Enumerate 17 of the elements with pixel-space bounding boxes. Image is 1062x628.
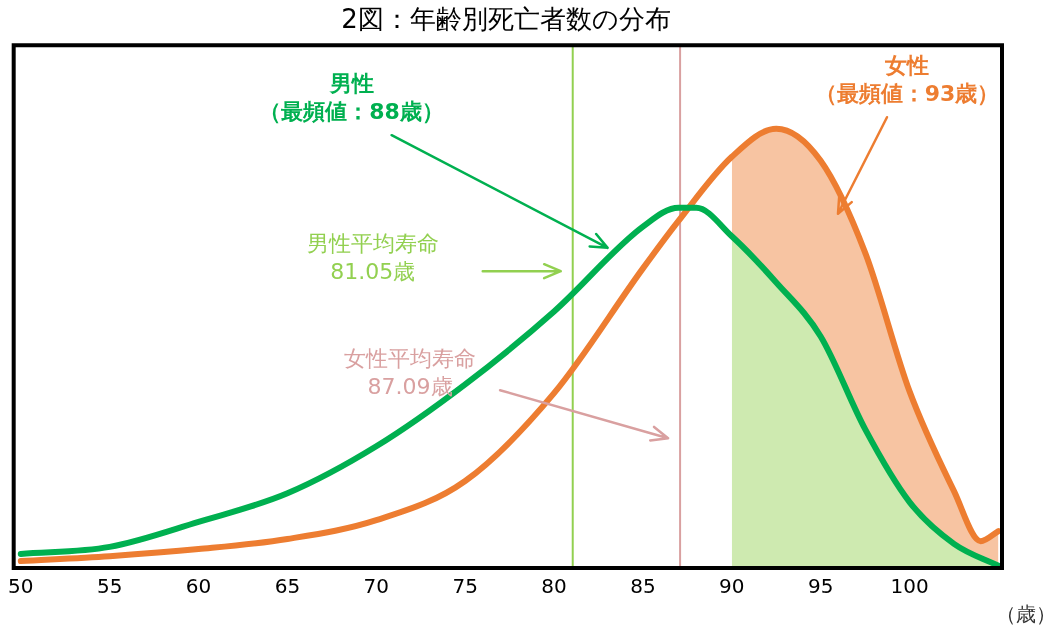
x-axis-title: （歳） bbox=[996, 602, 1056, 627]
x-tick-label: 65 bbox=[274, 574, 301, 599]
text: 男性（最頻値：88歳） bbox=[259, 70, 444, 124]
ref-line-label: 女性平均寿命 87.09歳 bbox=[344, 345, 477, 399]
chart-title: 2図：年齢別死亡者数の分布 bbox=[341, 4, 671, 35]
text: 女性（最頻値：93歳） bbox=[814, 52, 1000, 106]
x-tick-label: 55 bbox=[96, 574, 123, 599]
x-tick-label: 50 bbox=[8, 574, 34, 599]
x-tick-label: 95 bbox=[807, 574, 834, 599]
x-tick-label: 75 bbox=[452, 574, 478, 599]
x-tick-label: 70 bbox=[363, 574, 390, 599]
x-tick-label: 85 bbox=[630, 574, 656, 599]
x-tick-label: 60 bbox=[185, 574, 212, 599]
ref-line-label: 男性平均寿命 81.05歳 bbox=[306, 230, 439, 284]
x-tick-label: 80 bbox=[541, 574, 567, 599]
x-tick-label: 100 bbox=[890, 574, 929, 599]
x-tick-label: 90 bbox=[719, 574, 745, 599]
